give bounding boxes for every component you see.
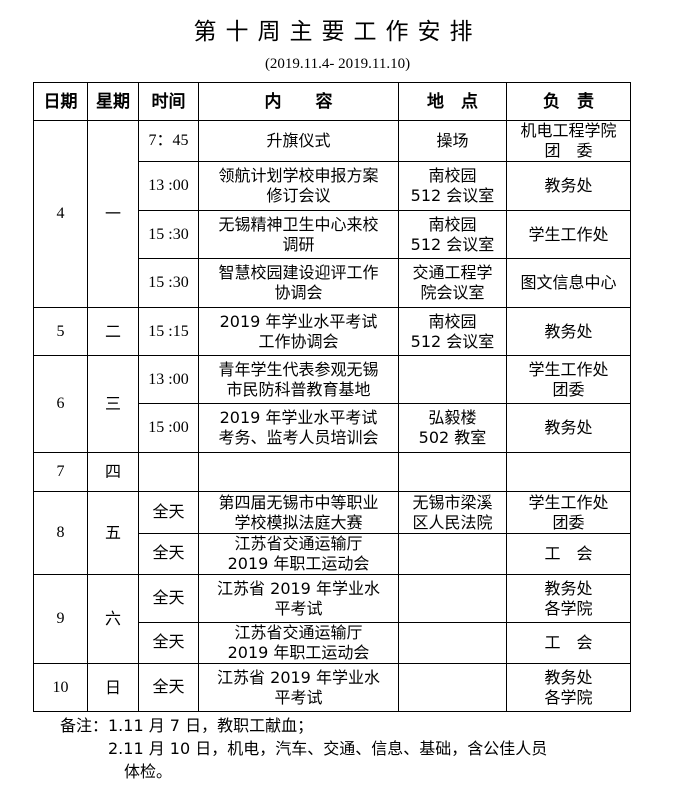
date-cell: 9	[33, 574, 88, 664]
owner-cell: 教务处	[506, 403, 631, 453]
notes: 备注：1.11 月 7 日，教职工献血； 2.11 月 10 日，机电，汽车、交…	[60, 714, 630, 783]
table-row: 13 :00 领航计划学校申报方案 修订会议 南校园 512 会议室 教务处	[34, 161, 631, 211]
owner-cell: 学生工作处 团委	[506, 491, 631, 534]
place-cell: 无锡市梁溪 区人民法院	[398, 491, 507, 534]
weekday-cell: 一	[87, 120, 139, 308]
content-cell: 领航计划学校申报方案 修订会议	[198, 161, 399, 211]
page-title: 第十周主要工作安排	[193, 19, 482, 45]
time-cell: 15 :30	[138, 258, 199, 308]
content-cell: 江苏省交通运输厅 2019 年职工运动会	[198, 533, 399, 575]
weekday-cell: 二	[87, 307, 139, 356]
time-cell: 13 :00	[138, 355, 199, 404]
content-cell: 无锡精神卫生中心来校 调研	[198, 210, 399, 259]
owner-cell: 教务处	[506, 307, 631, 356]
header-time: 时间	[138, 82, 199, 121]
place-cell	[398, 452, 507, 492]
content-cell: 青年学生代表参观无锡 市民防科普教育基地	[198, 355, 399, 404]
content-cell: 第四届无锡市中等职业 学校模拟法庭大赛	[198, 491, 399, 534]
content-cell: 2019 年学业水平考试 考务、监考人员培训会	[198, 403, 399, 453]
table-row: 全天 江苏省交通运输厅 2019 年职工运动会 工 会	[34, 622, 631, 664]
time-cell: 全天	[138, 663, 199, 712]
table-row: 6 三 13 :00 青年学生代表参观无锡 市民防科普教育基地 学生工作处 团委	[33, 355, 631, 453]
schedule-table: 日期 星期 时间 内 容 地 点 负 责 4 一 7：45 升旗仪式 操场 机电工程学院 …	[33, 82, 631, 712]
owner-cell: 工 会	[506, 622, 631, 664]
table-row: 9 六全天 江苏省 2019 年学业水 平考试 教务处 各学院	[33, 574, 631, 664]
content-cell: 江苏省交通运输厅 2019 年职工运动会	[198, 622, 399, 664]
place-cell: 交通工程学 院会议室	[398, 258, 507, 308]
content-cell: 升旗仪式	[198, 120, 399, 162]
date-cell: 6	[33, 355, 88, 453]
time-cell: 15 :15	[138, 307, 199, 356]
owner-cell: 教务处	[506, 161, 631, 211]
table-row: 10 日全天 江苏省 2019 年学业水 平考试 教务处 各学院	[33, 663, 631, 712]
date-cell: 8	[33, 491, 88, 575]
owner-cell: 机电工程学院 团 委	[506, 120, 631, 162]
header-content: 内 容	[198, 82, 399, 121]
owner-cell: 教务处 各学院	[506, 574, 631, 623]
time-cell: 全天	[138, 622, 199, 664]
schedule-body: 4 一 7：45 升旗仪式 操场 机电工程学院 团 委 13 :00 领航计划学校申报方案 修…	[33, 120, 631, 712]
table-row: 5 二 15 :15 2019 年学业水平考试 工作协调会 南校园 512 会议室 教务处	[33, 307, 631, 356]
date-range: (2019.11.4- 2019.11.10)	[264, 56, 411, 72]
content-cell: 2019 年学业水平考试 工作协调会	[198, 307, 399, 356]
page-content: 日期 星期 时间 内 容 地 点 负 责 4 一 7：45 升旗仪式 操场 机电工程学院 …	[33, 82, 631, 783]
date-cell: 10	[33, 663, 88, 712]
place-cell	[398, 574, 507, 623]
date-cell: 4	[33, 120, 88, 308]
place-cell	[398, 622, 507, 664]
place-cell	[398, 533, 507, 575]
header-row: 日期 星期 时间 内 容 地 点 负 责	[33, 82, 631, 121]
note-line-1: 备注：1.11 月 7 日，教职工献血；	[60, 716, 314, 735]
table-row: 15 :30 智慧校园建设迎评工作 协调会 交通工程学 院会议室 图文信息中心	[34, 258, 631, 308]
weekday-cell: 日	[87, 663, 139, 712]
owner-cell: 图文信息中心	[506, 258, 631, 308]
header-date: 日期	[33, 82, 88, 121]
content-cell: 智慧校园建设迎评工作 协调会	[198, 258, 399, 308]
weekday-cell: 四	[87, 452, 139, 492]
place-cell: 南校园 512 会议室	[398, 161, 507, 211]
content-cell	[198, 452, 399, 492]
note-line-3: 体检。	[60, 762, 173, 781]
owner-cell	[506, 452, 631, 492]
date-cell: 5	[33, 307, 88, 356]
time-cell: 7：45	[138, 120, 199, 162]
header-place: 地 点	[398, 82, 507, 121]
owner-cell: 学生工作处 团委	[506, 355, 631, 404]
time-cell: 15 :00	[138, 403, 199, 453]
place-cell: 南校园 512 会议室	[398, 210, 507, 259]
time-cell: 15 :30	[138, 210, 199, 259]
weekday-cell: 五	[87, 491, 139, 575]
weekday-cell: 三	[87, 355, 139, 453]
owner-cell: 学生工作处	[506, 210, 631, 259]
owner-cell: 工 会	[506, 533, 631, 575]
time-cell	[138, 452, 199, 492]
time-cell: 13 :00	[138, 161, 199, 211]
table-row: 15 :00 2019 年学业水平考试 考务、监考人员培训会 弘毅楼 502 教室教…	[34, 403, 631, 453]
content-cell: 江苏省 2019 年学业水 平考试	[198, 663, 399, 712]
time-cell: 全天	[138, 491, 199, 534]
header-weekday: 星期	[87, 82, 139, 121]
weekday-cell: 六	[87, 574, 139, 664]
time-cell: 全天	[138, 533, 199, 575]
place-cell: 弘毅楼 502 教室	[398, 403, 507, 453]
place-cell: 南校园 512 会议室	[398, 307, 507, 356]
place-cell	[398, 355, 507, 404]
time-cell: 全天	[138, 574, 199, 623]
place-cell	[398, 663, 507, 712]
place-cell: 操场	[398, 120, 507, 162]
note-line-2: 2.11 月 10 日，机电，汽车、交通、信息、基础，含公佳人员	[60, 739, 548, 758]
table-row: 全天 江苏省交通运输厅 2019 年职工运动会 工 会	[34, 533, 631, 575]
header-owner: 负 责	[506, 82, 631, 121]
owner-cell: 教务处 各学院	[506, 663, 631, 712]
table-row: 8 五全天 第四届无锡市中等职业 学校模拟法庭大赛 无锡市梁溪 区人民法院 学生工作处 …	[33, 491, 631, 575]
date-cell: 7	[33, 452, 88, 492]
content-cell: 江苏省 2019 年学业水 平考试	[198, 574, 399, 623]
table-row: 4 一 7：45 升旗仪式 操场 机电工程学院 团 委	[33, 120, 631, 308]
